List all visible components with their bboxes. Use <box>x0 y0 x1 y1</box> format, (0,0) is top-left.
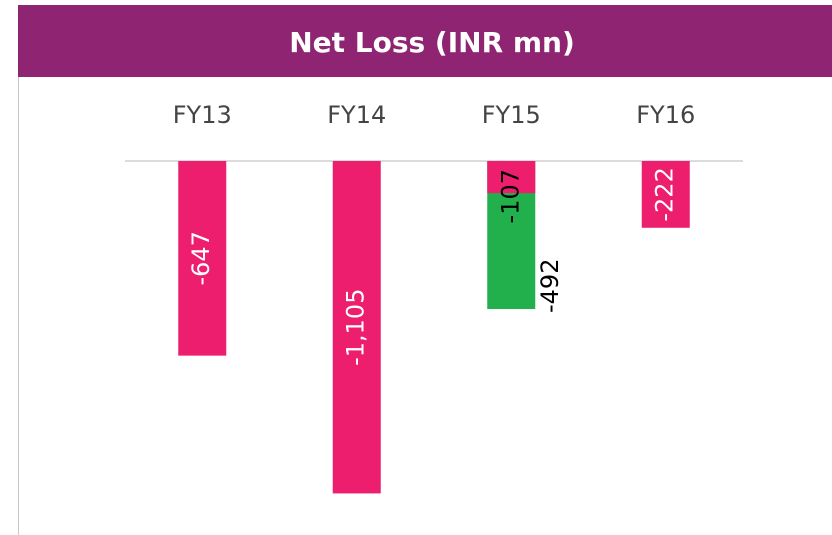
data-label: -107 <box>496 169 524 223</box>
chart-title: Net Loss (INR mn) <box>289 26 575 59</box>
data-label: -647 <box>187 231 215 285</box>
data-label: -222 <box>651 167 679 221</box>
title-bar <box>18 5 832 77</box>
x-tick-label: FY16 <box>636 101 695 129</box>
x-tick-label: FY15 <box>482 101 541 129</box>
bar <box>178 161 227 356</box>
x-tick-label: FY14 <box>327 101 386 129</box>
bar <box>641 161 690 228</box>
bar <box>332 161 381 494</box>
bar <box>487 161 536 194</box>
data-label: -1,105 <box>342 289 370 366</box>
x-tick-label: FY13 <box>173 101 232 129</box>
data-label: -492 <box>536 259 564 313</box>
